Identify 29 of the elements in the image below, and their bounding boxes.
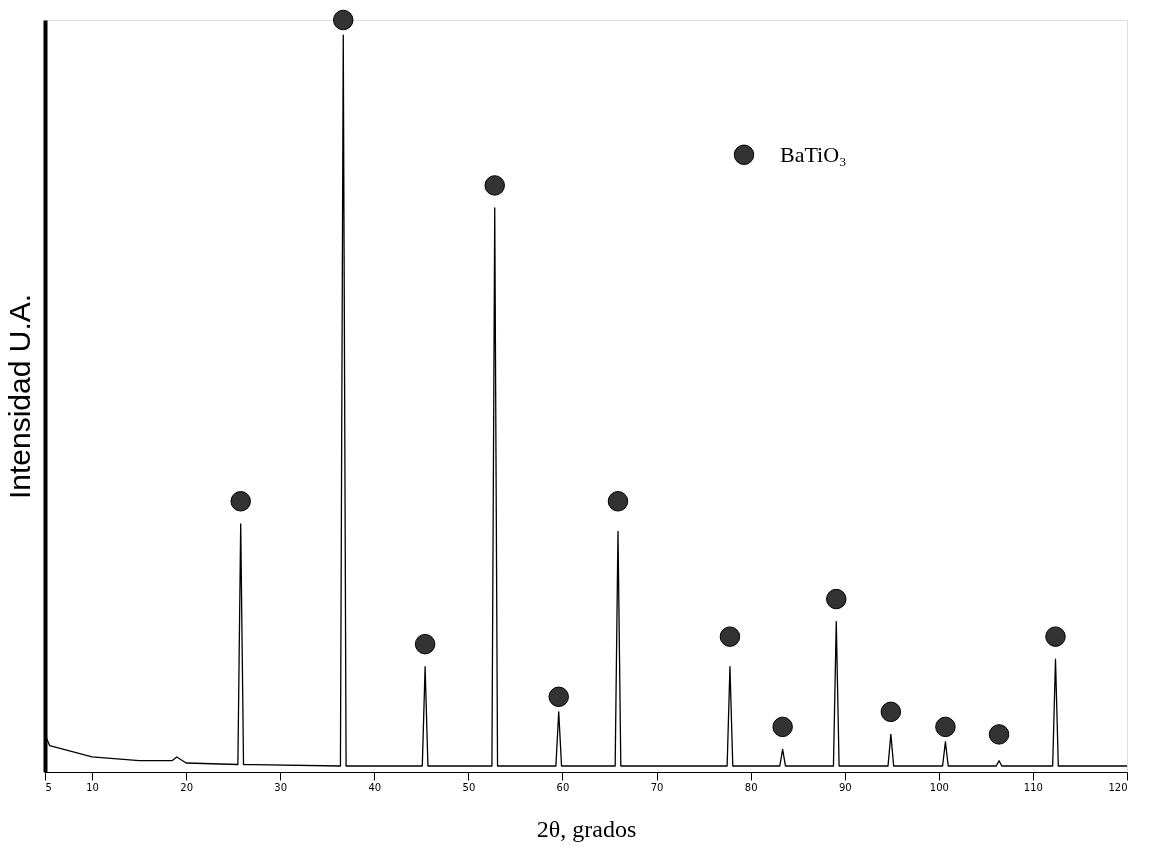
x-tick-label: 60: [556, 781, 570, 793]
x-tick-label: 110: [1023, 781, 1043, 793]
x-tick-label: 80: [744, 781, 758, 793]
point: [607, 491, 629, 512]
y-axis-title: Intensidad U.A.: [2, 293, 36, 500]
point: [988, 724, 1010, 745]
x-tick-label: 90: [838, 781, 852, 793]
point: [230, 491, 251, 512]
point: [414, 633, 436, 655]
x-tick-label: 120: [1108, 781, 1128, 793]
point: [719, 626, 741, 647]
x-tick-label: 5: [45, 781, 52, 793]
x-tick-label: 20: [180, 781, 193, 793]
x-tick-label: 40: [368, 781, 382, 793]
legend-label: BaTiO₃: [780, 141, 847, 167]
x-axis-title: 2θ, grados: [536, 815, 637, 842]
point: [333, 9, 354, 31]
point: [772, 716, 793, 738]
x-tick-label: 10: [86, 781, 99, 793]
point: [1045, 626, 1066, 647]
point: [484, 175, 505, 196]
point: [826, 588, 847, 610]
x-tick-label: 50: [462, 781, 476, 793]
point: [880, 701, 902, 723]
x-tick-label: 70: [650, 781, 664, 793]
x-tick-label: 30: [274, 781, 288, 793]
x-tick-label: 100: [929, 781, 949, 793]
point: [935, 716, 956, 738]
point: [548, 686, 569, 708]
